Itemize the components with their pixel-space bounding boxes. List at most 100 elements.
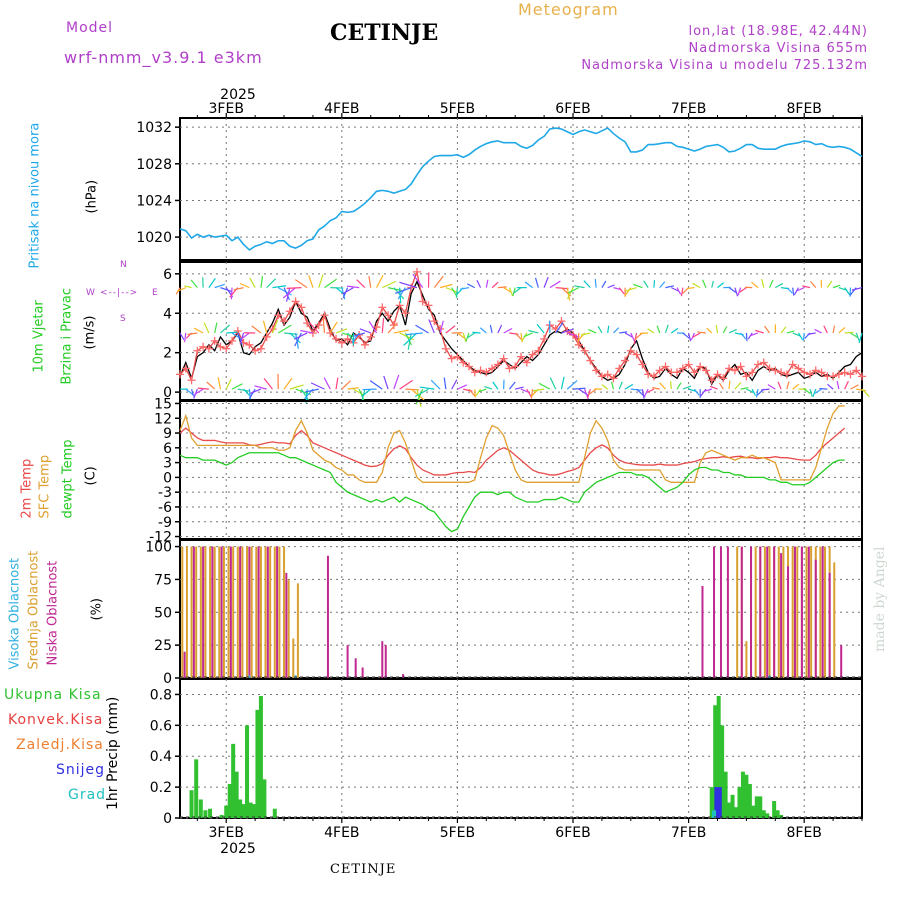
wind-arrow <box>634 332 643 340</box>
wind-arrow <box>250 388 262 394</box>
wind-arrow <box>597 325 603 334</box>
ukupna-kisa-bar <box>238 799 243 818</box>
ytick-label: 6 <box>163 267 172 283</box>
srednja-oblacnost-bar <box>819 546 822 678</box>
bottom-year-label: 2025 <box>220 841 256 857</box>
ukupna-kisa-bar <box>761 810 766 818</box>
ytick-label: 15 <box>154 396 172 412</box>
srednja-oblacnost-bar <box>768 546 771 678</box>
wind-arrow <box>775 282 784 289</box>
niska-oblacnost-bar <box>821 546 824 678</box>
ukupna-kisa-bar <box>765 813 770 818</box>
ytick-label: 0 <box>163 470 172 486</box>
wind-arrow <box>543 276 549 288</box>
gust-marker <box>274 311 283 320</box>
wind-arrow <box>341 380 351 390</box>
ytick-label: 0.6 <box>150 718 172 734</box>
wind-arrow <box>419 386 435 390</box>
bottom-day-label-5FEB: 5FEB <box>440 825 475 841</box>
wind-arrow <box>826 280 833 288</box>
niska-oblacnost-bar <box>361 667 364 678</box>
wind-arrow <box>286 287 302 290</box>
wind-arrow <box>656 325 661 334</box>
ukupna-kisa-bar <box>248 802 253 818</box>
wind-arrow <box>249 277 256 288</box>
wind-arrow <box>680 287 684 297</box>
niska-oblacnost-bar <box>814 559 817 678</box>
gust-marker <box>840 368 849 377</box>
ytick-label: -3 <box>158 485 172 501</box>
niska-oblacnost-bar <box>719 546 722 678</box>
ukupna-kisa-bar <box>251 804 256 818</box>
gust-marker <box>401 309 410 318</box>
wind-arrow <box>335 328 348 334</box>
wind-arrow <box>428 319 435 334</box>
wind-arrow <box>659 382 666 390</box>
ytick-label: 0 <box>163 671 172 687</box>
wind-arrow <box>607 284 615 289</box>
gust-marker <box>707 376 716 385</box>
srednja-oblacnost-bar <box>269 546 272 678</box>
niska-oblacnost-bar <box>828 572 831 678</box>
wind-arrow <box>610 381 615 390</box>
gust-marker <box>366 332 375 341</box>
wind-arrow <box>803 388 811 395</box>
model-value: wrf-nmm_v3.9.1 e3km <box>64 48 263 67</box>
wind-arrow <box>323 377 331 390</box>
wind-arrow <box>266 278 277 289</box>
gust-marker <box>621 356 630 365</box>
wind-arrow <box>745 332 748 342</box>
wind-arrow <box>819 387 828 390</box>
niska-oblacnost-bar <box>793 546 796 678</box>
wind-arrow <box>475 388 482 397</box>
srednja-oblacnost-bar <box>824 546 827 678</box>
gust-marker <box>800 368 809 377</box>
wind-arrow <box>587 328 597 334</box>
bottom-day-label-4FEB: 4FEB <box>324 825 359 841</box>
wind-arrow <box>601 384 609 390</box>
wind-arrow <box>439 283 453 289</box>
gust-marker <box>522 358 531 367</box>
niska-oblacnost-bar <box>202 546 205 678</box>
ukupna-kisa-bar <box>744 774 749 818</box>
niska-oblacnost-bar <box>285 572 288 678</box>
wind-arrow <box>193 327 204 334</box>
srednja-oblacnost-bar <box>292 638 295 678</box>
wind-arrow <box>240 332 250 340</box>
gust-marker <box>511 362 520 371</box>
top-day-label-4FEB: 4FEB <box>324 101 359 117</box>
wind-arrow <box>263 377 273 390</box>
wind-arrow <box>353 332 366 337</box>
wind-arrow <box>844 331 854 334</box>
wind-arrow <box>607 325 610 334</box>
gust-marker <box>753 360 762 369</box>
wind-arrow <box>827 383 834 390</box>
wind-arrow <box>455 287 459 298</box>
srednja-oblacnost-bar <box>745 641 748 678</box>
bottom-day-label-6FEB: 6FEB <box>555 825 590 841</box>
wind-arrow <box>393 287 405 300</box>
wind-arrow <box>861 388 870 398</box>
wind-arrow <box>858 332 863 344</box>
gust-marker <box>262 332 271 341</box>
gust-marker <box>389 321 398 330</box>
model-elevation-info: Nadmorska Visina u modelu 725.132m <box>581 58 868 73</box>
gust-marker <box>464 362 473 371</box>
wind-arrow <box>491 281 499 289</box>
wind-arrow <box>521 332 528 342</box>
wind-arrow <box>812 388 817 398</box>
wind-arrow <box>497 324 503 334</box>
gust-marker <box>655 366 664 375</box>
wind-arrow <box>272 285 287 289</box>
ytick-label: 0.2 <box>150 780 172 796</box>
top-day-label-6FEB: 6FEB <box>555 101 590 117</box>
wind-arrow <box>309 322 320 334</box>
srednja-oblacnost-bar <box>791 546 794 678</box>
gust-marker <box>245 340 254 349</box>
wind-arrow <box>797 332 804 341</box>
panel-frame <box>179 117 863 261</box>
ytick-label: -6 <box>158 500 172 516</box>
srednja-oblacnost-bar <box>763 546 766 678</box>
wind-arrow <box>755 389 759 398</box>
wind-arrow <box>625 287 637 292</box>
